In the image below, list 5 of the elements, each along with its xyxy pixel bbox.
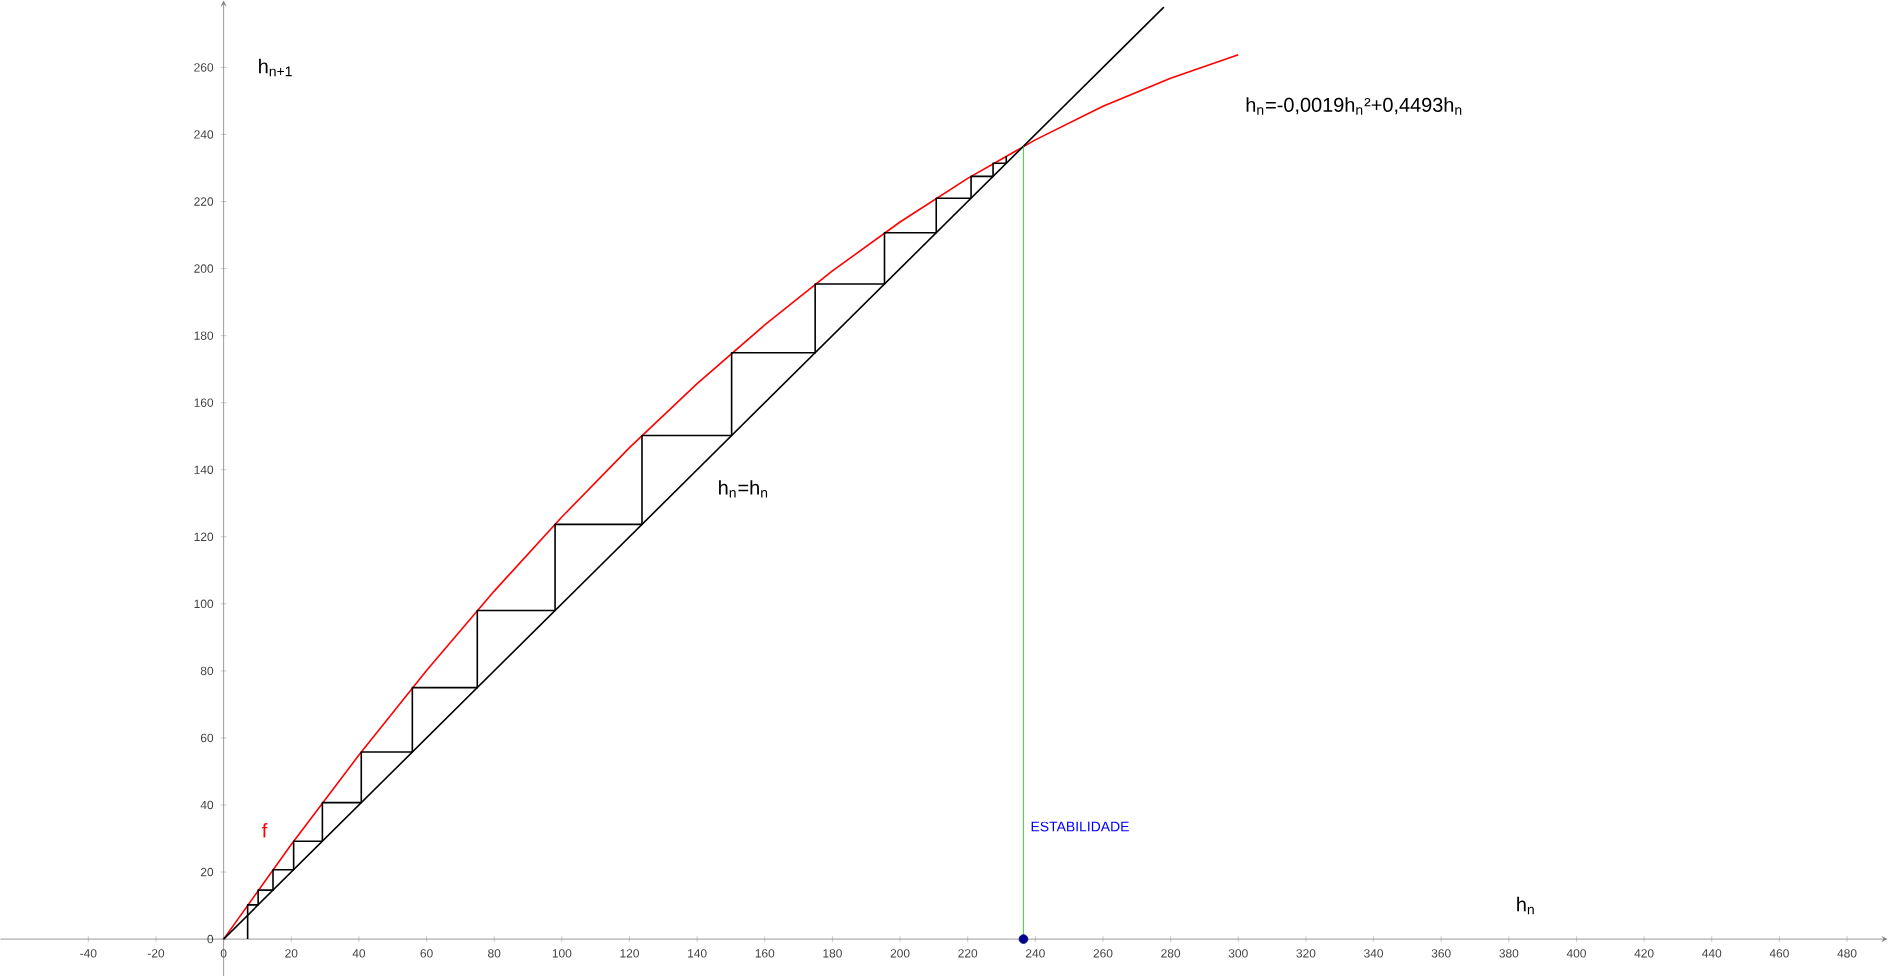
annotation: h$_{n}$=h$_{n}$ bbox=[719, 479, 768, 498]
annotation: f bbox=[262, 822, 268, 838]
annotation: h$_{n}$=-0,0019h$_{n}$²+0,4493h$_{n}$ bbox=[1246, 97, 1462, 115]
x-axis-title: h$_{n}$ bbox=[1517, 896, 1534, 915]
y-axis-title: h$_{n+1}$ bbox=[259, 58, 292, 76]
